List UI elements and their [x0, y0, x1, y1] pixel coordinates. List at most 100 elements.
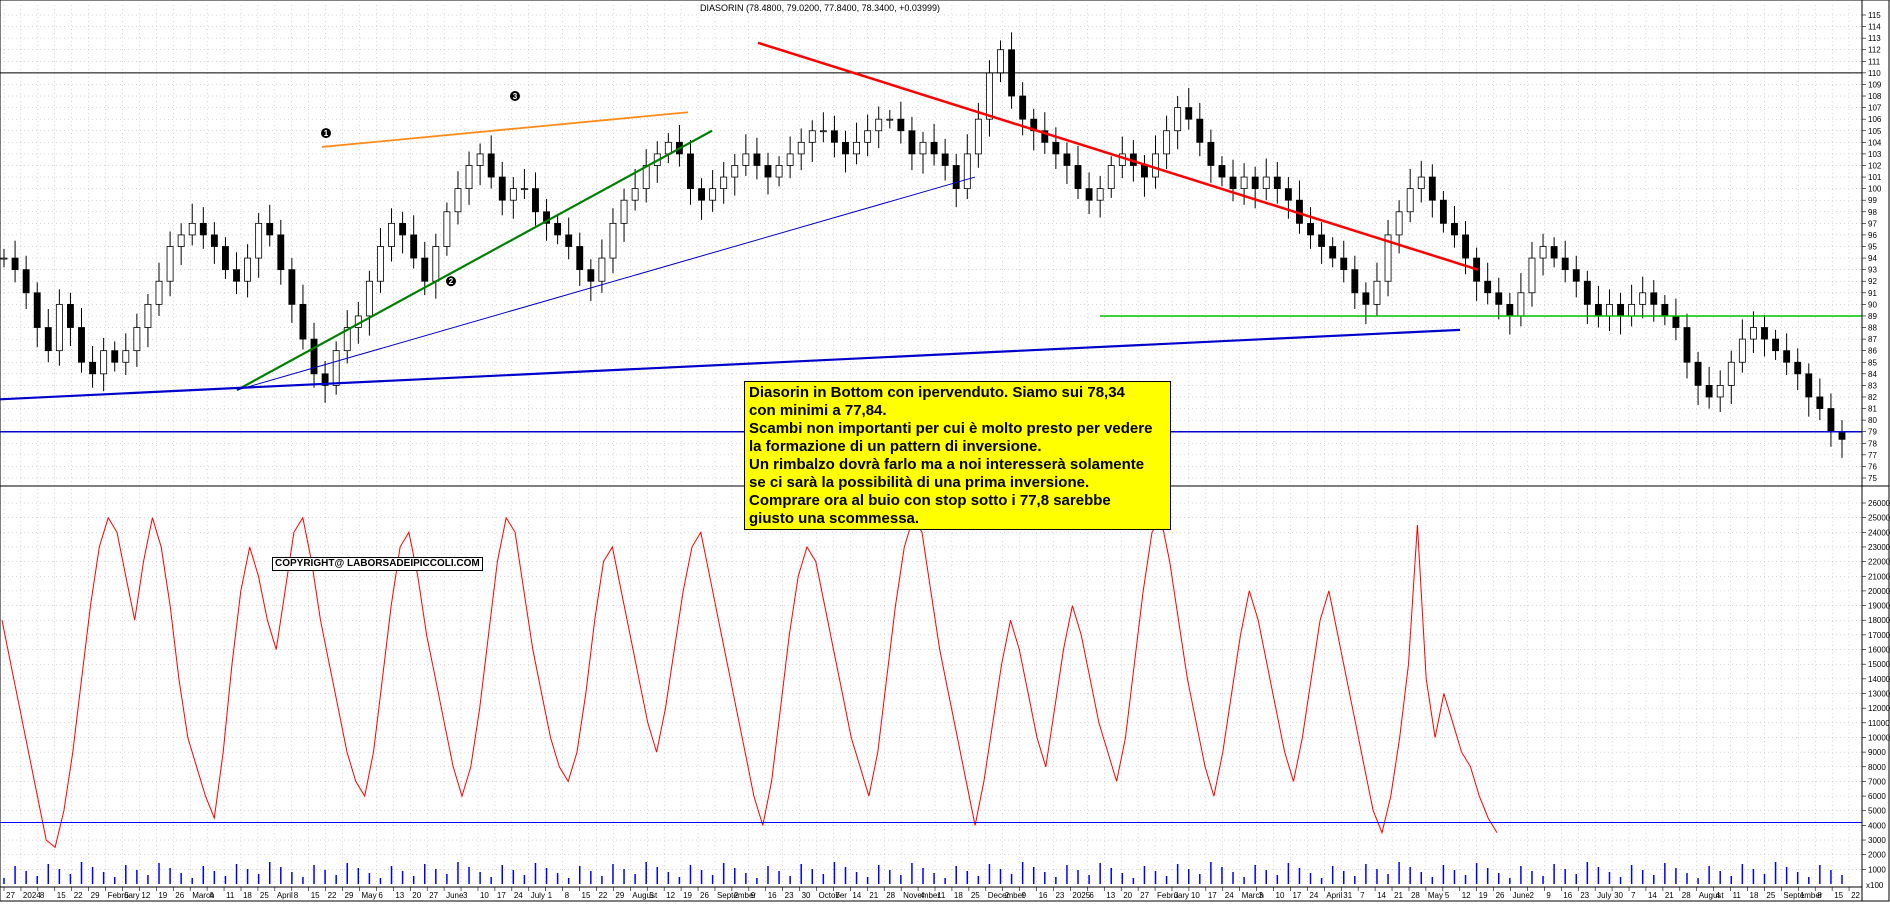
- osc-y-tick-label: 4000: [1868, 821, 1886, 830]
- candle-body: [1284, 188, 1292, 201]
- candle-body: [133, 327, 141, 352]
- x-tick-label: 26: [700, 891, 709, 900]
- candle-body: [1417, 176, 1425, 190]
- x-tick-label: 28: [1682, 891, 1691, 900]
- x-tick-label: 29: [615, 891, 624, 900]
- candle-body: [1262, 176, 1270, 190]
- x-tick-label: 17: [1292, 891, 1301, 900]
- oscillator-line: [1, 516, 1498, 849]
- x-tick-label: 18: [954, 891, 963, 900]
- x-tick-label: 15: [1834, 891, 1843, 900]
- y-tick-label: 84: [1868, 370, 1877, 379]
- candle-body: [277, 234, 285, 271]
- candle-body: [1749, 327, 1757, 340]
- candle-body: [974, 118, 982, 155]
- x-tick-label: 30: [1614, 891, 1623, 900]
- candle-body: [1384, 234, 1392, 282]
- x-tick-label: 10: [480, 891, 489, 900]
- candle-body: [1506, 303, 1514, 317]
- x-tick-label: 25: [971, 891, 980, 900]
- candle-body: [343, 327, 351, 352]
- candle-body: [853, 141, 860, 155]
- osc-y-tick-label: 7000: [1868, 777, 1886, 786]
- x-tick-label: 15: [311, 891, 320, 900]
- annotation-line: con minimi a 77,84.: [749, 402, 887, 419]
- candle-body: [1705, 384, 1713, 398]
- y-tick-label: 113: [1868, 34, 1881, 43]
- x-tick-label: 21: [1394, 891, 1403, 900]
- candle-body: [1617, 303, 1624, 317]
- y-tick-label: 91: [1868, 289, 1877, 298]
- candle-body: [233, 269, 240, 282]
- y-tick-label: 99: [1868, 196, 1877, 205]
- x-tick-label: 29: [91, 891, 100, 900]
- candle-body: [709, 188, 717, 201]
- x-tick-label: 12: [141, 891, 150, 900]
- candle-body: [498, 176, 506, 201]
- candle-body: [797, 141, 805, 155]
- candle-body: [731, 165, 739, 178]
- candle-body: [1606, 303, 1613, 317]
- candle-body: [963, 153, 971, 190]
- candle-body: [808, 130, 816, 143]
- candle-body: [177, 234, 185, 247]
- candle-body: [1041, 130, 1049, 143]
- candle-body: [1229, 176, 1237, 190]
- y-tick-label: 76: [1868, 462, 1877, 471]
- x-tick-label: 25: [260, 891, 269, 900]
- candle-body: [1373, 280, 1381, 305]
- candle-body: [908, 130, 916, 155]
- x-tick-label: 2024: [23, 891, 41, 900]
- x-tick-label: 2: [734, 891, 739, 900]
- candle-body: [1761, 327, 1768, 340]
- candle-body: [986, 72, 993, 120]
- candle-body: [532, 188, 539, 213]
- candle-body: [1661, 303, 1669, 317]
- x-tick-label: 17: [1208, 891, 1217, 900]
- osc-y-tick-label: 11000: [1868, 719, 1890, 728]
- candle-body: [720, 176, 728, 190]
- candle-body: [952, 165, 960, 190]
- x-tick-label: 13: [1106, 891, 1115, 900]
- x-tick-label: 9: [751, 891, 756, 900]
- annotation-line: giusto una scommessa.: [749, 510, 920, 527]
- candle-body: [1550, 246, 1558, 259]
- candle-body: [188, 222, 196, 236]
- candle-body: [1362, 292, 1370, 305]
- x-tick-label: 17: [497, 891, 506, 900]
- x-tick-label: August: [632, 891, 658, 900]
- candle-body: [1517, 292, 1525, 317]
- y-tick-label: 80: [1868, 416, 1877, 425]
- x-tick-label: 26: [1496, 891, 1505, 900]
- candle-body: [1185, 107, 1193, 120]
- x-tick-label: 14: [1648, 891, 1657, 900]
- x-tick-label: 3: [1174, 891, 1179, 900]
- candle-body: [100, 350, 108, 375]
- candle-body: [377, 246, 384, 282]
- x-tick-label: 19: [158, 891, 167, 900]
- x-tick-label: 2: [1005, 891, 1010, 900]
- x-tick-label: July: [531, 891, 545, 900]
- y-tick-label: 100: [1868, 185, 1882, 194]
- x-tick-label: 19: [1479, 891, 1488, 900]
- candle-body: [454, 188, 462, 213]
- candle-body: [554, 222, 562, 236]
- candle-body: [1639, 292, 1647, 305]
- candle-body: [1816, 396, 1824, 409]
- candle-body: [1240, 176, 1248, 190]
- x-tick-label: 29: [345, 891, 354, 900]
- candle-body: [1727, 361, 1735, 386]
- candle-body: [44, 327, 52, 352]
- y-tick-label: 105: [1868, 127, 1882, 136]
- y-tick-label: 107: [1868, 104, 1882, 113]
- y-tick-label: 102: [1868, 161, 1882, 170]
- pivot-marker: [510, 91, 520, 102]
- pivot-marker: [446, 276, 456, 287]
- x-tick-label: February: [1157, 891, 1189, 900]
- y-tick-label: 94: [1868, 254, 1877, 263]
- candle-body: [997, 49, 1004, 74]
- candle-body: [786, 153, 794, 166]
- x-tick-label: November: [903, 891, 940, 900]
